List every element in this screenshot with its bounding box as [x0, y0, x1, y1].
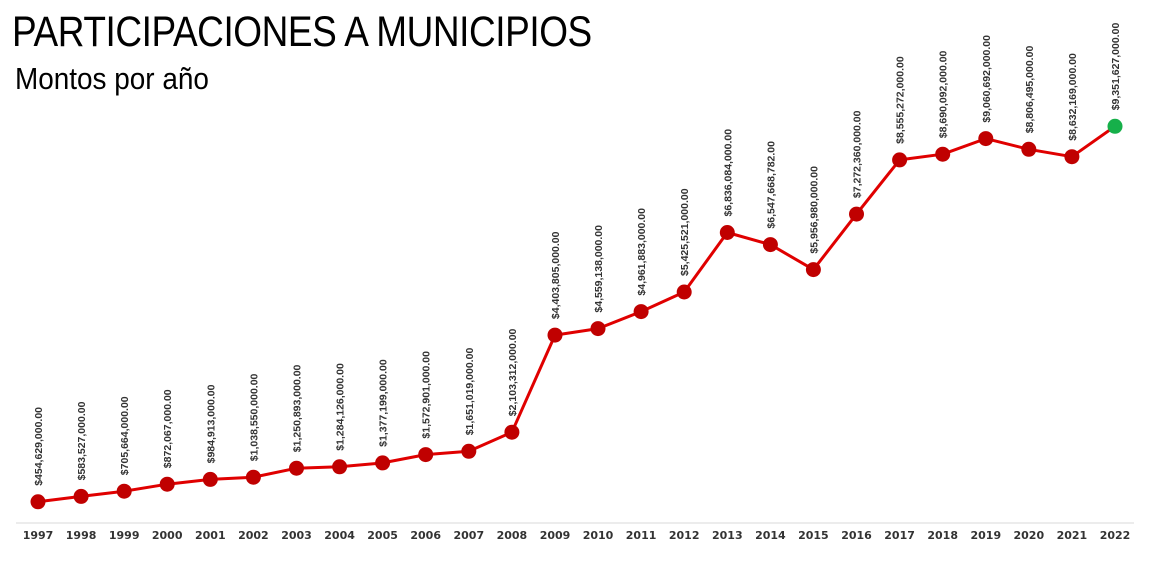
- x-tick-label-2000: 2000: [152, 529, 183, 542]
- x-tick-label-2010: 2010: [583, 529, 614, 542]
- data-label-2018: $8,690,092,000.00: [938, 50, 950, 138]
- data-label-2000: $872,067,000.00: [162, 389, 174, 468]
- x-tick-label-2003: 2003: [281, 529, 312, 542]
- chart-subtitle: Montos por año: [15, 61, 209, 96]
- data-point-1999: [116, 483, 132, 499]
- data-label-2020: $8,806,495,000.00: [1024, 46, 1036, 134]
- data-label-1997: $454,629,000.00: [33, 407, 45, 486]
- x-tick-label-2019: 2019: [970, 529, 1001, 542]
- data-label-2011: $4,961,883,000.00: [636, 208, 648, 296]
- data-label-2021: $8,632,169,000.00: [1067, 53, 1079, 141]
- data-point-2001: [202, 471, 218, 487]
- data-point-2017: [892, 152, 908, 168]
- data-label-1998: $583,527,000.00: [76, 401, 88, 480]
- data-label-2004: $1,284,126,000.00: [335, 363, 347, 451]
- data-label-2014: $6,547,668,782.00: [765, 141, 777, 229]
- data-label-2007: $1,651,019,000.00: [464, 348, 476, 436]
- x-tick-label-1997: 1997: [23, 529, 54, 542]
- data-point-2015: [805, 262, 821, 278]
- x-tick-label-2009: 2009: [540, 529, 571, 542]
- data-point-2006: [418, 447, 434, 463]
- data-label-2013: $6,836,084,000.00: [722, 129, 734, 217]
- data-point-2004: [332, 459, 348, 475]
- data-point-2020: [1021, 141, 1037, 157]
- data-point-1997: [30, 494, 46, 510]
- data-point-2010: [590, 321, 606, 337]
- data-label-2017: $8,555,272,000.00: [895, 56, 907, 144]
- data-label-2022: $9,351,627,000.00: [1110, 23, 1122, 111]
- data-point-2014: [762, 237, 778, 253]
- x-tick-label-1998: 1998: [66, 529, 97, 542]
- x-tick-label-2017: 2017: [884, 529, 915, 542]
- data-point-2012: [676, 284, 692, 300]
- x-tick-label-2021: 2021: [1057, 529, 1088, 542]
- data-label-2003: $1,250,893,000.00: [292, 364, 304, 452]
- data-label-2015: $5,956,980,000.00: [808, 166, 820, 254]
- data-label-2009: $4,403,805,000.00: [550, 231, 562, 319]
- data-label-2006: $1,572,901,000.00: [421, 351, 433, 439]
- data-label-2016: $7,272,360,000.00: [852, 110, 864, 198]
- data-point-2018: [935, 146, 951, 162]
- data-label-2002: $1,038,550,000.00: [248, 373, 260, 461]
- data-point-2000: [159, 476, 175, 492]
- x-tick-label-2005: 2005: [367, 529, 398, 542]
- x-tick-label-2020: 2020: [1013, 529, 1044, 542]
- chart-title: PARTICIPACIONES A MUNICIPIOS: [12, 8, 592, 56]
- x-tick-label-2006: 2006: [410, 529, 441, 542]
- x-tick-label-2001: 2001: [195, 529, 226, 542]
- data-label-1999: $705,664,000.00: [119, 396, 131, 475]
- data-point-2013: [719, 225, 735, 240]
- x-tick-label-2022: 2022: [1100, 529, 1131, 542]
- x-tick-label-2014: 2014: [755, 529, 786, 542]
- x-tick-label-2008: 2008: [497, 529, 528, 542]
- data-label-2019: $9,060,692,000.00: [981, 35, 993, 123]
- data-point-2021: [1064, 149, 1080, 165]
- x-tick-label-2002: 2002: [238, 529, 269, 542]
- data-point-1998: [73, 488, 89, 504]
- data-label-2012: $5,425,521,000.00: [679, 188, 691, 276]
- data-point-2016: [849, 206, 864, 222]
- x-tick-label-2012: 2012: [669, 529, 700, 542]
- series-line: [37, 125, 1116, 504]
- data-label-2005: $1,377,199,000.00: [378, 359, 390, 447]
- x-tick-label-2011: 2011: [626, 529, 657, 542]
- data-point-2008: [504, 424, 520, 440]
- x-tick-label-1999: 1999: [109, 529, 140, 542]
- data-label-2008: $2,103,312,000.00: [507, 328, 519, 416]
- data-point-2009: [547, 327, 563, 343]
- data-label-2010: $4,559,138,000.00: [593, 225, 605, 313]
- x-tick-label-2018: 2018: [927, 529, 958, 542]
- x-tick-label-2016: 2016: [841, 529, 872, 542]
- x-tick-label-2007: 2007: [453, 529, 484, 542]
- data-point-2011: [633, 304, 649, 320]
- x-tick-label-2004: 2004: [324, 529, 355, 542]
- data-point-2003: [289, 460, 304, 476]
- x-tick-label-2015: 2015: [798, 529, 829, 542]
- x-tick-label-2013: 2013: [712, 529, 743, 542]
- data-point-2002: [245, 469, 261, 485]
- data-point-2022: [1107, 118, 1123, 134]
- data-point-2019: [978, 131, 994, 147]
- data-point-2005: [375, 455, 391, 471]
- data-point-2007: [461, 443, 477, 459]
- data-label-2001: $984,913,000.00: [205, 384, 217, 463]
